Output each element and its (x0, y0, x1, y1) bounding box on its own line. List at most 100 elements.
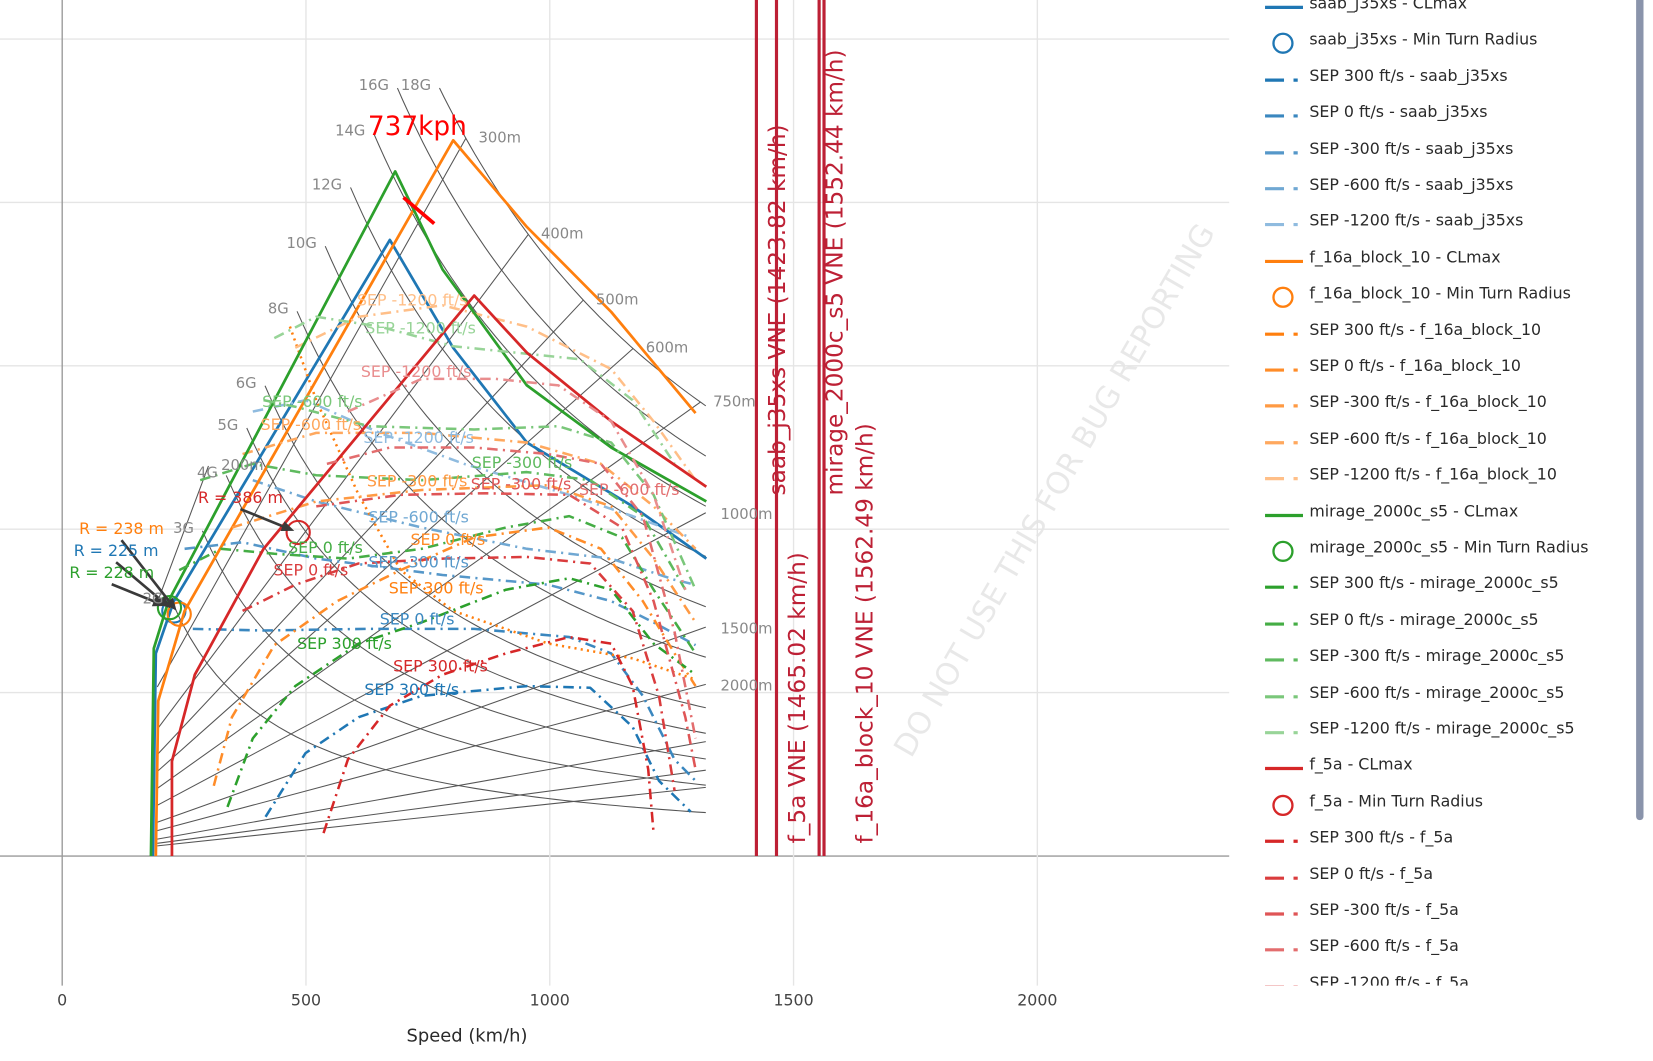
legend-item[interactable]: mirage_2000c_s5 - Min Turn Radius (1244, 538, 1636, 572)
clmax-curve (149, 170, 707, 857)
clmax-curve (170, 294, 708, 857)
min-radius-arrow (239, 507, 287, 529)
legend-dashdot-icon (1265, 984, 1298, 986)
legend-item[interactable]: saab_j35xs - CLmax (1244, 0, 1636, 27)
legend-item[interactable]: SEP 300 ft/s - f_5a (1244, 827, 1636, 862)
clmax-curve (154, 138, 697, 857)
legend-circle-icon (1272, 32, 1294, 55)
series-layer (149, 138, 708, 857)
turn-radius-line (156, 348, 634, 772)
legend-item[interactable]: SEP -300 ft/s - mirage_2000c_s5 (1244, 646, 1636, 681)
turn-radius-line (156, 234, 529, 730)
min-radius-label: R = 386 m (198, 488, 283, 507)
sep-curve (273, 315, 676, 465)
sep-label: SEP -1200 ft/s (361, 362, 472, 381)
turn-envelope-grid (156, 87, 707, 847)
legend[interactable]: saab_j35xs - CLmax saab_j35xs - Min Turn … (1244, 0, 1636, 986)
sep-label: SEP 0 ft/s (288, 538, 363, 557)
x-tick-label: 1500 (773, 991, 813, 1010)
legend-dashdot-icon (1265, 694, 1298, 698)
legend-scrollbar[interactable] (1636, 0, 1644, 821)
g-load-line (246, 427, 706, 734)
legend-item[interactable]: SEP -600 ft/s - f_5a (1244, 937, 1636, 971)
x-tick-label: 2000 (1017, 991, 1057, 1010)
turn-radius-line (156, 465, 209, 603)
legend-item[interactable]: f_5a - Min Turn Radius (1244, 791, 1636, 826)
min-radius-arrow (120, 539, 173, 606)
min-radius-arrow (111, 583, 159, 605)
legend-dashdot-icon (1265, 332, 1298, 336)
legend-item[interactable]: mirage_2000c_s5 - CLmax (1244, 501, 1636, 535)
g-load-label: 18G (401, 77, 431, 94)
sep-curve (226, 576, 697, 808)
legend-item[interactable]: SEP 300 ft/s - saab_j35xs (1244, 66, 1636, 100)
legend-item[interactable]: SEP 0 ft/s - saab_j35xs (1244, 102, 1636, 137)
turn-radius-line (156, 299, 584, 755)
legend-item[interactable]: SEP -300 ft/s - f_16a_block_10 (1244, 393, 1636, 427)
legend-item[interactable]: SEP 0 ft/s - f_16a_block_10 (1244, 356, 1636, 390)
legend-dashdot-icon (1265, 78, 1298, 82)
legend-dashdot-icon (1265, 187, 1298, 191)
legend-item-label: SEP -300 ft/s - mirage_2000c_s5 (1309, 646, 1565, 666)
legend-dashdot-icon (1265, 368, 1298, 372)
legend-item[interactable]: SEP -300 ft/s - saab_j35xs (1244, 139, 1636, 173)
sep-curve (242, 555, 676, 791)
turn-radius-label: 750m (713, 393, 756, 410)
sep-label: SEP -1200 ft/s (363, 428, 474, 447)
vne-lines: saab_j35xs VNE (1423.82 km/h)f_5a VNE (1… (754, 0, 879, 857)
x-tick-label: 1000 (530, 991, 570, 1010)
g-load-label: 2G (143, 591, 164, 608)
legend-item-label: SEP 0 ft/s - saab_j35xs (1309, 102, 1488, 122)
legend-item[interactable]: SEP -1200 ft/s - f_16a_block_10 (1244, 465, 1636, 499)
legend-item[interactable]: SEP 300 ft/s - f_16a_block_10 (1244, 320, 1636, 354)
legend-item-label: SEP 300 ft/s - mirage_2000c_s5 (1309, 573, 1559, 593)
min-radius-label: R = 225 m (74, 541, 159, 560)
g-load-line (201, 530, 706, 786)
legend-dashdot-icon (1265, 150, 1298, 155)
min-radius-label: R = 238 m (79, 519, 164, 538)
legend-item-label: saab_j35xs - CLmax (1309, 0, 1468, 13)
g-load-line (171, 601, 706, 814)
min-turn-radius-marker (156, 594, 183, 621)
sep-curve (252, 478, 696, 586)
arrowhead-icon (151, 596, 166, 607)
sep-label: SEP -300 ft/s (472, 453, 572, 472)
legend-item[interactable]: saab_j35xs - Min Turn Radius (1244, 30, 1636, 64)
min-radius-arrow (115, 561, 166, 604)
g-load-label: 12G (312, 176, 342, 193)
sep-curve (322, 635, 655, 834)
g-load-label: 5G (217, 417, 238, 434)
legend-item[interactable]: SEP -600 ft/s - mirage_2000c_s5 (1244, 683, 1636, 717)
legend-item-label: SEP 0 ft/s - f_16a_block_10 (1309, 356, 1521, 376)
sep-curve (192, 627, 697, 782)
min-radius-label: R = 228 m (69, 563, 154, 582)
legend-item[interactable]: SEP -1200 ft/s - mirage_2000c_s5 (1244, 719, 1636, 753)
legend-item[interactable]: SEP -1200 ft/s - saab_j35xs (1244, 211, 1636, 245)
curve-labels: 2G 3G 4G 5G 6G 8G 10G 12G 14G 16G 18G 200m 300m 400m 5… (69, 77, 772, 699)
g-load-label: 16G (359, 77, 389, 94)
sep-curve (294, 304, 697, 481)
legend-item[interactable]: f_16a_block_10 - Min Turn Radius (1244, 284, 1636, 318)
legend-item[interactable]: SEP -300 ft/s - f_5a (1244, 900, 1636, 934)
legend-item-label: SEP 300 ft/s - saab_j35xs (1309, 66, 1508, 86)
g-load-line (324, 245, 706, 608)
legend-item[interactable]: SEP -600 ft/s - saab_j35xs (1244, 175, 1636, 209)
legend-item[interactable]: SEP 0 ft/s - f_5a (1244, 864, 1636, 898)
legend-item[interactable]: SEP -1200 ft/s - f_5a (1244, 973, 1636, 986)
legend-item[interactable]: SEP 300 ft/s - mirage_2000c_s5 (1244, 573, 1636, 608)
legend-item[interactable]: f_5a - CLmax (1244, 755, 1636, 789)
legend-item-label: SEP 300 ft/s - f_5a (1309, 827, 1454, 847)
sep-curve (184, 541, 697, 647)
legend-item[interactable]: SEP 0 ft/s - mirage_2000c_s5 (1244, 610, 1636, 644)
legend-item[interactable]: SEP -600 ft/s - f_16a_block_10 (1244, 429, 1636, 463)
turn-radius-label: 300m (479, 130, 522, 147)
legend-dashdot-icon (1265, 440, 1298, 445)
turn-radius-line (156, 138, 467, 688)
turn-radius-label: 600m (646, 340, 689, 357)
arrowhead-icon (164, 597, 177, 611)
sep-label: SEP 300 ft/s (393, 657, 488, 676)
legend-item[interactable]: f_16a_block_10 - CLmax (1244, 248, 1636, 282)
maneuver-diagram-plot[interactable]: saab_j35xs VNE (1423.82 km/h)f_5a VNE (1… (0, 0, 1233, 1061)
sep-curve (263, 398, 697, 591)
